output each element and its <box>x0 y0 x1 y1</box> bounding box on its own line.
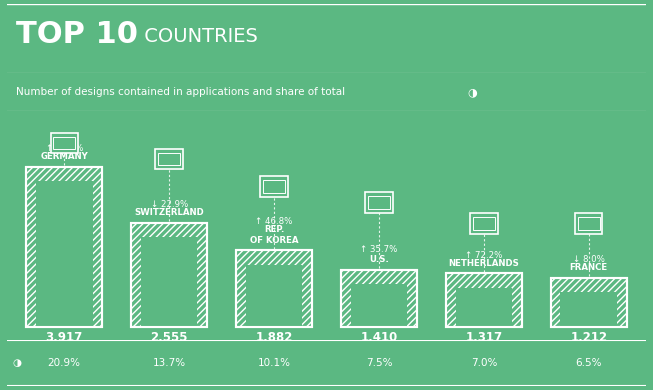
Text: ◑: ◑ <box>468 87 477 97</box>
Text: ◑: ◑ <box>12 358 22 368</box>
Bar <box>551 278 626 328</box>
Text: COUNTRIES: COUNTRIES <box>138 27 257 46</box>
Text: REP.
OF KOREA: REP. OF KOREA <box>250 225 298 245</box>
Text: ↑ 72.2%: ↑ 72.2% <box>465 251 503 260</box>
Bar <box>53 136 75 149</box>
Text: 1,212: 1,212 <box>570 331 607 344</box>
Text: ↑ 35.7%: ↑ 35.7% <box>360 245 398 254</box>
Text: GERMANY: GERMANY <box>40 152 88 161</box>
Text: NETHERLANDS: NETHERLANDS <box>449 259 519 268</box>
Bar <box>131 223 207 328</box>
Text: 7.0%: 7.0% <box>471 358 497 368</box>
Bar <box>575 213 603 234</box>
Bar <box>158 152 180 165</box>
Bar <box>470 213 498 234</box>
Text: 1,317: 1,317 <box>466 331 502 344</box>
Text: Number of designs contained in applications and share of total: Number of designs contained in applicati… <box>16 87 345 97</box>
Bar <box>155 149 183 169</box>
Bar <box>578 217 600 230</box>
Bar <box>131 223 207 328</box>
Bar <box>456 288 512 328</box>
Text: 3,917: 3,917 <box>46 331 83 344</box>
Bar <box>365 192 392 213</box>
Bar <box>341 269 417 328</box>
Text: FRANCE: FRANCE <box>569 263 608 272</box>
Text: TOP 10: TOP 10 <box>16 20 138 50</box>
Bar <box>560 292 617 328</box>
Text: ↓ 22.9%: ↓ 22.9% <box>150 200 188 209</box>
Bar <box>50 133 78 153</box>
Text: 20.9%: 20.9% <box>48 358 81 368</box>
Text: 13.7%: 13.7% <box>153 358 185 368</box>
Bar <box>236 250 312 328</box>
Bar <box>473 217 495 230</box>
Text: ↑ 13.4%: ↑ 13.4% <box>46 144 83 153</box>
Bar <box>236 250 312 328</box>
Bar <box>27 167 102 328</box>
Bar <box>446 273 522 328</box>
Text: 2,555: 2,555 <box>150 331 188 344</box>
Text: 10.1%: 10.1% <box>257 358 291 368</box>
Text: 7.5%: 7.5% <box>366 358 392 368</box>
Bar <box>246 265 302 328</box>
Text: 1,882: 1,882 <box>255 331 293 344</box>
Bar <box>263 180 285 193</box>
Bar <box>351 284 407 328</box>
Bar <box>368 196 390 209</box>
Text: ↓ 8.0%: ↓ 8.0% <box>573 255 605 264</box>
Text: 6.5%: 6.5% <box>575 358 602 368</box>
Bar <box>261 176 288 197</box>
Text: ↑ 46.8%: ↑ 46.8% <box>255 217 293 226</box>
Bar <box>551 278 626 328</box>
Bar <box>27 167 102 328</box>
Text: SWITZERLAND: SWITZERLAND <box>135 208 204 217</box>
Bar <box>36 181 93 328</box>
Text: 1,410: 1,410 <box>360 331 398 344</box>
Bar <box>141 237 197 328</box>
Bar <box>341 269 417 328</box>
Text: U.S.: U.S. <box>369 255 389 264</box>
Bar <box>446 273 522 328</box>
